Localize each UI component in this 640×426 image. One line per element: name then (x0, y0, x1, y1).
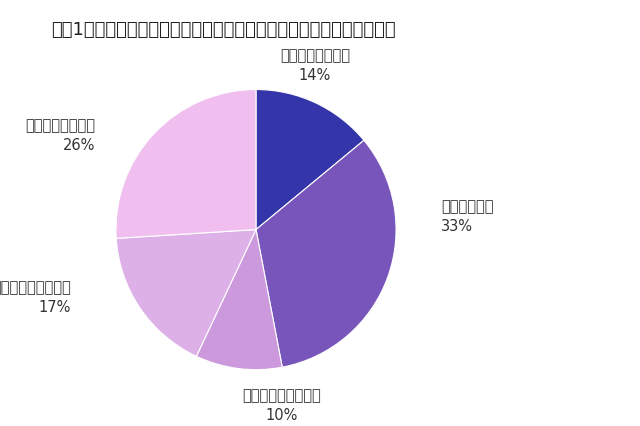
Wedge shape (116, 230, 256, 357)
Text: 【図1】進路選択において新型コロナウイルスの影響はありましたか？: 【図1】進路選択において新型コロナウイルスの影響はありましたか？ (51, 21, 396, 39)
Wedge shape (116, 90, 256, 239)
Wedge shape (256, 90, 364, 230)
Text: どちらとも言えない
10%: どちらとも言えない 10% (242, 387, 321, 422)
Text: 非常に強く受けた
14%: 非常に強く受けた 14% (280, 48, 350, 83)
Text: あまり受けなかった
17%: あまり受けなかった 17% (0, 280, 71, 314)
Text: 全く受けなかった
26%: 全く受けなかった 26% (25, 118, 95, 153)
Text: 多少は受けた
33%: 多少は受けた 33% (441, 199, 493, 233)
Wedge shape (256, 141, 396, 367)
Wedge shape (196, 230, 282, 370)
